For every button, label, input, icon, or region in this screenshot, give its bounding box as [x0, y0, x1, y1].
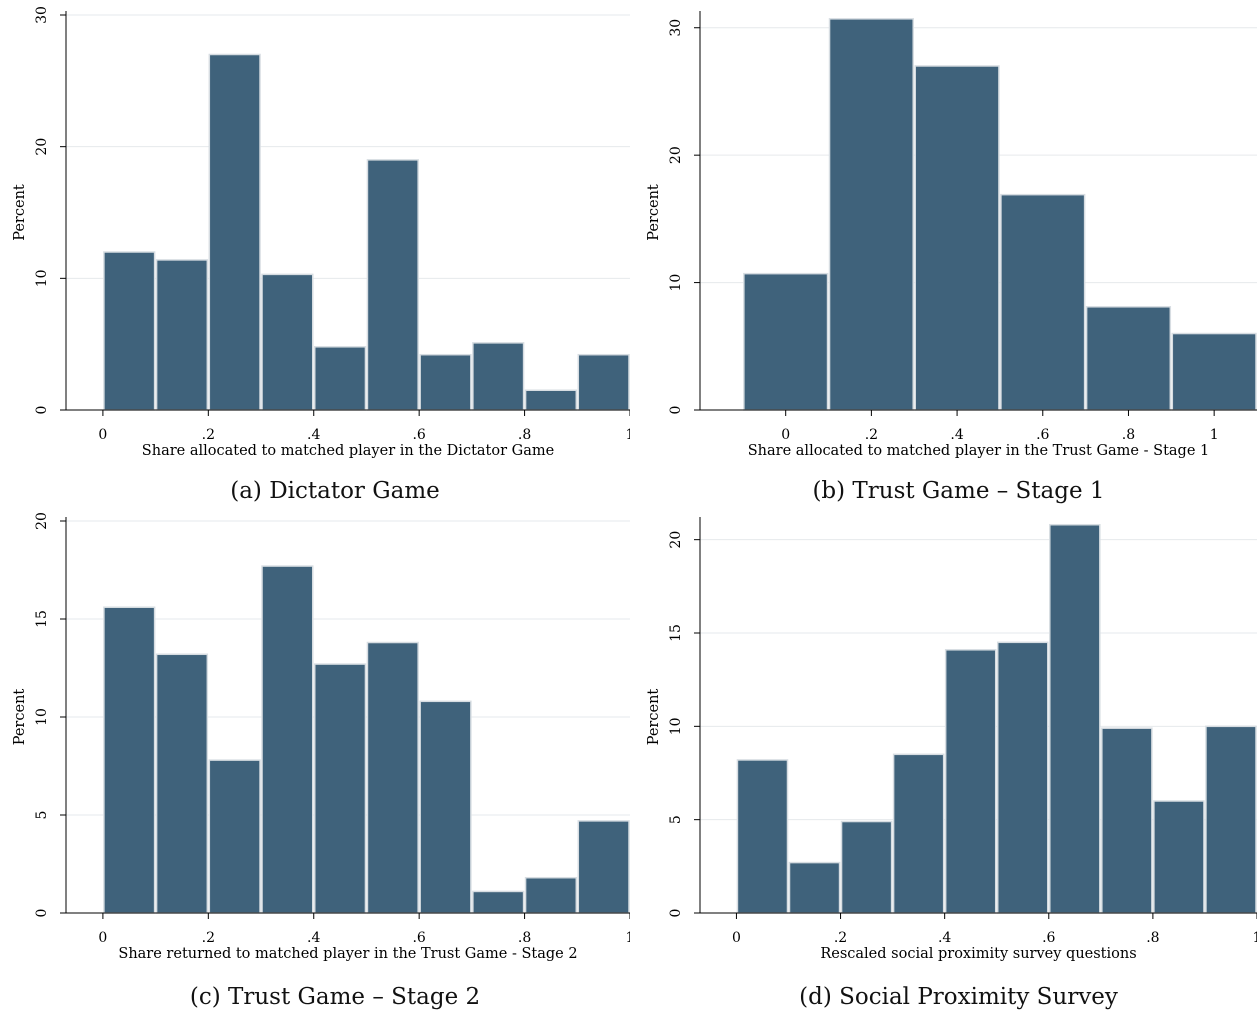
panel-caption: (a) Dictator Game	[230, 478, 440, 504]
x-tick-label: 0	[98, 427, 107, 443]
y-tick-label: 20	[668, 531, 684, 549]
panel-caption: (c) Trust Game – Stage 2	[189, 984, 481, 1010]
histogram-bar	[472, 342, 525, 411]
y-tick-label: 10	[668, 717, 684, 735]
y-tick-label: 20	[34, 138, 50, 156]
x-tick-label: .2	[834, 930, 847, 946]
histogram-panel-dictator: 0 10 20 30 0 .2 .4 .6 .8 1 Share allocated to matc…	[0, 0, 630, 506]
x-tick-label: .8	[1122, 427, 1135, 443]
x-tick-label: .6	[1042, 930, 1055, 946]
y-tick-label: 0	[34, 406, 50, 415]
x-tick-label: .4	[938, 930, 951, 946]
histogram-bar	[914, 65, 1000, 411]
x-tick-label: .8	[518, 427, 531, 443]
y-axis-title: Percent	[12, 689, 28, 746]
y-tick-label: 30	[34, 6, 50, 24]
histogram-bar	[524, 389, 578, 411]
chart-svg: 0 5 10 15 20 0 .2 .4 .6 .8 1 Rescaled social proxim…	[646, 517, 1257, 962]
y-axis-title: Percent	[646, 184, 662, 241]
y-tick-label: 0	[668, 406, 684, 415]
histogram-bar	[103, 251, 156, 411]
histogram-bar	[419, 353, 472, 411]
histogram-bar	[1085, 306, 1172, 411]
histogram-bar	[996, 641, 1049, 914]
histogram-bar	[828, 18, 914, 411]
x-tick-label: 0	[732, 930, 741, 946]
x-axis-title: Share allocated to matched player in the…	[748, 443, 1210, 459]
x-tick-label: .4	[307, 427, 320, 443]
y-tick-label: 15	[34, 610, 50, 628]
histogram-bar	[1153, 800, 1205, 914]
y-tick-label: 20	[668, 146, 684, 164]
histogram-bar	[892, 753, 945, 914]
x-tick-label: 1	[1210, 427, 1219, 443]
histogram-bar	[736, 759, 789, 914]
y-axis-title: Percent	[12, 184, 28, 241]
y-tick-label: 30	[668, 19, 684, 37]
histogram-bar	[313, 663, 367, 914]
x-axis-title: Rescaled social proximity survey questio…	[820, 946, 1136, 962]
histogram-panel-social-proximity: 0 5 10 15 20 0 .2 .4 .6 .8 1 Rescaled social proxim…	[630, 506, 1257, 1012]
x-tick-label: .8	[518, 930, 531, 946]
histogram-bar	[472, 890, 525, 914]
histogram-bar	[944, 649, 997, 914]
y-tick-label: 10	[668, 274, 684, 292]
x-tick-label: .4	[950, 427, 963, 443]
x-tick-label: 1	[1253, 930, 1257, 946]
x-axis-title: Share allocated to matched player in the…	[142, 443, 554, 459]
y-tick-label: 0	[668, 909, 684, 918]
histogram-bar	[103, 606, 156, 914]
histogram-panel-trust-stage1: 0 10 20 30 0 .2 .4 .6 .8 1 Share allocated to matc…	[630, 0, 1257, 506]
x-tick-label: 0	[98, 930, 107, 946]
y-tick-label: 15	[668, 624, 684, 642]
histogram-bar	[577, 820, 630, 914]
histogram-bar	[1171, 332, 1257, 411]
histogram-bar	[1205, 725, 1257, 914]
y-tick-label: 5	[668, 815, 684, 824]
histogram-bar	[208, 759, 261, 914]
x-tick-label: .2	[202, 427, 215, 443]
histogram-bar	[419, 700, 472, 914]
y-tick-label: 10	[34, 708, 50, 726]
histogram-bar	[1000, 193, 1086, 411]
x-tick-label: .6	[412, 930, 425, 946]
histogram-bar	[524, 876, 578, 914]
histogram-bar	[261, 273, 314, 411]
panel-caption: (b) Trust Game – Stage 1	[812, 478, 1105, 504]
histogram-bar	[788, 861, 841, 914]
histogram-panel-trust-stage2: 0 5 10 15 20 0 .2 .4 .6 .8 1 Share returned to matc…	[0, 506, 630, 1012]
x-tick-label: .8	[1146, 930, 1159, 946]
histogram-bar	[366, 641, 419, 914]
y-tick-label: 20	[34, 512, 50, 530]
histogram-bar	[840, 820, 893, 914]
histogram-bar	[743, 272, 829, 411]
x-tick-label: .6	[1036, 427, 1049, 443]
histogram-bar	[155, 653, 209, 914]
histogram-bar	[261, 565, 314, 914]
x-tick-label: 1	[626, 930, 630, 946]
histogram-bar	[1049, 523, 1101, 914]
y-tick-label: 10	[34, 269, 50, 287]
x-tick-label: .6	[412, 427, 425, 443]
histogram-bar	[577, 353, 630, 411]
x-tick-label: 1	[626, 427, 630, 443]
histogram-bar	[313, 346, 367, 411]
x-tick-label: .2	[865, 427, 878, 443]
x-tick-label: .2	[202, 930, 215, 946]
histogram-bar	[208, 53, 261, 411]
histogram-bar	[366, 159, 419, 411]
x-tick-label: .4	[307, 930, 320, 946]
histogram-bar	[155, 259, 209, 411]
chart-svg: 0 10 20 30 0 .2 .4 .6 .8 1 Share allocated to matc…	[12, 6, 630, 459]
x-tick-label: 0	[781, 427, 790, 443]
y-tick-label: 5	[34, 811, 50, 820]
histogram-bar	[1101, 727, 1153, 914]
panel-caption: (d) Social Proximity Survey	[799, 984, 1118, 1010]
y-axis-title: Percent	[646, 689, 662, 746]
chart-svg: 0 5 10 15 20 0 .2 .4 .6 .8 1 Share returned to matc…	[12, 512, 630, 962]
y-tick-label: 0	[34, 909, 50, 918]
x-axis-title: Share returned to matched player in the …	[118, 946, 577, 962]
